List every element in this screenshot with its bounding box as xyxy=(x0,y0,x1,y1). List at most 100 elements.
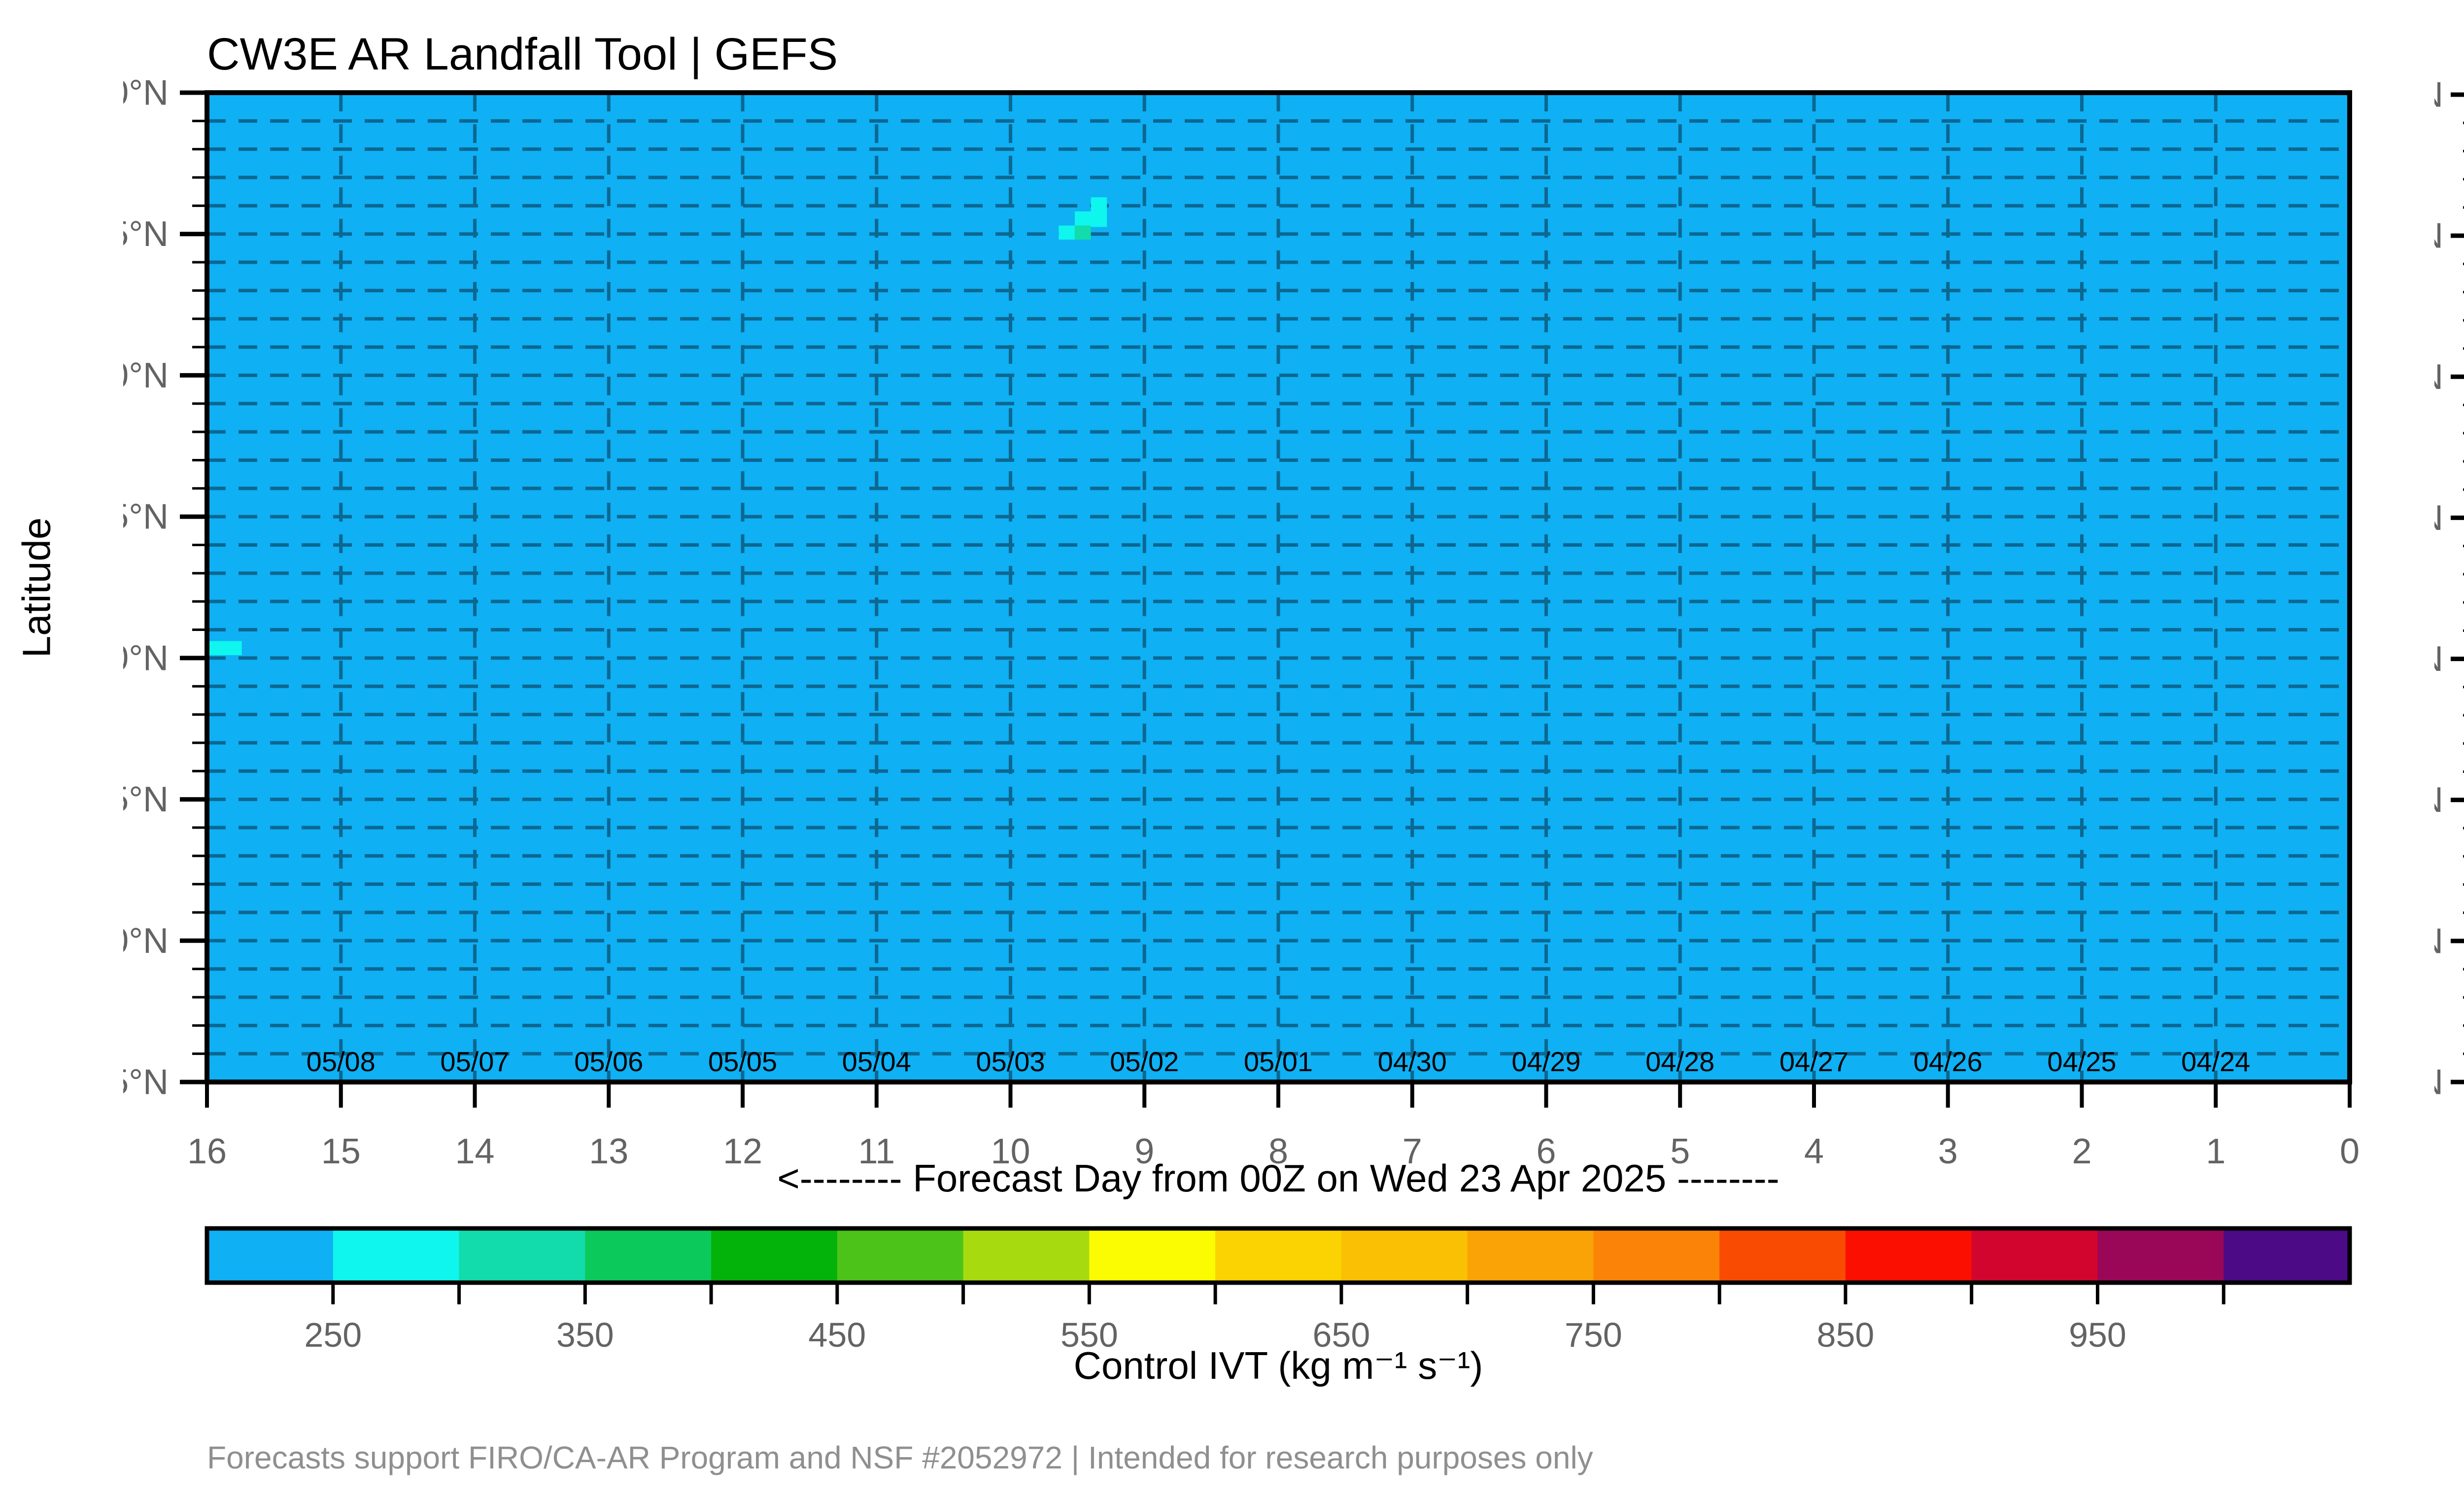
date-label: 05/02 xyxy=(1110,1046,1179,1077)
colorbar-segment xyxy=(333,1228,460,1283)
colorbar-tick-label: 250 xyxy=(304,1316,362,1351)
plot-background xyxy=(207,93,2350,1082)
colorbar-segment xyxy=(1089,1228,1216,1283)
x-tick-label: 3 xyxy=(1938,1132,1958,1171)
map-y-tick-label: 60°N xyxy=(2434,75,2443,114)
x-tick-label: 16 xyxy=(187,1132,227,1171)
ivt-cell xyxy=(1074,211,1107,227)
map-y-tick-label: 55°N xyxy=(2434,216,2443,256)
date-label: 04/27 xyxy=(1780,1046,1848,1077)
colorbar-tick-label: 750 xyxy=(1565,1316,1622,1351)
x-tick-label: 12 xyxy=(723,1132,762,1171)
x-tick-label: 9 xyxy=(1134,1132,1154,1171)
colorbar-segment xyxy=(459,1228,586,1283)
map-title: Model Run: 00Z Wed 23 Apr 2025 xyxy=(2168,21,2464,72)
plot-gridlines xyxy=(207,93,2350,1082)
colorbar-segment xyxy=(2097,1228,2224,1283)
date-label: 05/05 xyxy=(708,1046,777,1077)
colorbar-label: Control IVT (kg m⁻¹ s⁻¹) xyxy=(1073,1344,1483,1387)
map-axis-labels: 60°N55°N50°N45°N40°N35°N30°N25°N125°W120… xyxy=(2434,75,2443,1102)
map-axis-ticks xyxy=(2451,92,2464,1084)
y-tick-label: 55°N xyxy=(123,214,169,254)
map-y-tick-label: 45°N xyxy=(2434,498,2443,538)
colorbar-segment xyxy=(963,1228,1090,1283)
colorbar-tick-label: 350 xyxy=(556,1316,614,1351)
x-tick-label: 5 xyxy=(1670,1132,1690,1171)
date-label: 05/04 xyxy=(842,1046,911,1077)
colorbar-segment xyxy=(2224,1228,2350,1283)
left-plot-title: CW3E AR Landfall Tool | GEFS xyxy=(207,29,838,79)
ivt-colorbar: 250 350 450 550 650 750 850 950 xyxy=(205,1226,2352,1351)
y-tick-label: 30°N xyxy=(123,921,169,961)
x-tick-label: 13 xyxy=(589,1132,628,1171)
colorbar-segment xyxy=(1719,1228,1846,1283)
x-tick-label: 1 xyxy=(2206,1132,2225,1171)
map-y-tick-label: 40°N xyxy=(2434,639,2443,679)
x-tick-label: 15 xyxy=(321,1132,361,1171)
colorbar-tick-label: 450 xyxy=(808,1316,866,1351)
map-y-tick-label: 35°N xyxy=(2434,780,2443,820)
colorbar-border xyxy=(205,1226,2352,1285)
footer-disclaimer: Forecasts support FIRO/CA-AR Program and… xyxy=(207,1440,1593,1475)
y-tick-label: 45°N xyxy=(123,497,169,537)
x-tick-label: 8 xyxy=(1268,1132,1288,1171)
map-y-tick-label: 30°N xyxy=(2434,921,2443,961)
date-labels: 05/08 05/07 05/06 05/05 05/04 05/03 05/02 05/01… xyxy=(307,1046,2251,1077)
x-tick-label: 11 xyxy=(858,1132,895,1171)
colorbar-segment xyxy=(207,1228,334,1283)
date-label: 04/24 xyxy=(2181,1046,2250,1077)
forecast-day-axis-label: <-------- Forecast Day from 00Z on Wed 2… xyxy=(777,1156,1780,1200)
terrain-map: 60°N55°N50°N45°N40°N35°N30°N25°N125°W120… xyxy=(2434,75,2464,1102)
map-y-tick-label: 25°N xyxy=(2434,1062,2443,1102)
ivt-cell xyxy=(207,641,242,656)
x-tick-label: 10 xyxy=(991,1132,1030,1171)
date-label: 04/30 xyxy=(1378,1046,1447,1077)
x-tick-label: 7 xyxy=(1403,1132,1422,1171)
date-label: 05/08 xyxy=(307,1046,376,1077)
date-label: 05/06 xyxy=(574,1046,643,1077)
x-tick-label: 14 xyxy=(455,1132,494,1171)
colorbar-tick-label: 650 xyxy=(1312,1316,1370,1351)
y-tick-label: 25°N xyxy=(123,1062,169,1102)
date-label: 04/26 xyxy=(1914,1046,1983,1077)
colorbar-segment xyxy=(837,1228,964,1283)
colorbar-segments xyxy=(207,1228,2350,1283)
y-tick-label: 50°N xyxy=(123,356,169,395)
ivt-cell xyxy=(1059,225,1075,240)
latitude-axis-label-wrap: Latitude xyxy=(7,93,66,1082)
colorbar-segment xyxy=(1467,1228,1594,1283)
axis-tick-labels: 60°N55°N50°N45°N40°N35°N30°N25°N16151413… xyxy=(123,73,2360,1171)
latitude-axis-label: Latitude xyxy=(14,517,58,658)
axis-ticks xyxy=(180,90,2352,1108)
colorbar-tick-label: 850 xyxy=(1817,1316,1875,1351)
y-tick-label: 60°N xyxy=(123,73,169,112)
colorbar-segment xyxy=(585,1228,712,1283)
date-label: 05/03 xyxy=(976,1046,1045,1077)
x-tick-label: 2 xyxy=(2072,1132,2091,1171)
date-label: 04/29 xyxy=(1511,1046,1580,1077)
colorbar-segment xyxy=(1971,1228,2098,1283)
x-tick-label: 4 xyxy=(1804,1132,1824,1171)
x-tick-label: 6 xyxy=(1536,1132,1556,1171)
colorbar-segment xyxy=(1215,1228,1342,1283)
y-tick-label: 35°N xyxy=(123,780,169,819)
colorbar-segment xyxy=(711,1228,838,1283)
colorbar-tick-label: 950 xyxy=(2069,1316,2126,1351)
colorbar-tick-labels: 250 350 450 550 650 750 850 950 xyxy=(304,1316,2126,1351)
y-tick-label: 40°N xyxy=(123,638,169,678)
date-label: 04/25 xyxy=(2047,1046,2116,1077)
date-label: 05/01 xyxy=(1244,1046,1313,1077)
ivt-cell xyxy=(1074,225,1091,240)
hovmoller-ivt-plot: 05/08 05/07 05/06 05/05 05/04 05/03 05/02 05/01… xyxy=(123,73,2360,1171)
colorbar-segment xyxy=(1593,1228,1720,1283)
colorbar-segment xyxy=(1845,1228,1972,1283)
ivt-cells xyxy=(207,197,1107,656)
x-tick-label: 0 xyxy=(2340,1132,2360,1171)
colorbar-segment xyxy=(1341,1228,1468,1283)
colorbar-ticks xyxy=(331,1283,2225,1304)
colorbar-tick-label: 550 xyxy=(1061,1316,1118,1351)
map-y-tick-label: 50°N xyxy=(2434,357,2443,397)
date-label: 04/28 xyxy=(1645,1046,1714,1077)
date-label: 05/07 xyxy=(440,1046,509,1077)
